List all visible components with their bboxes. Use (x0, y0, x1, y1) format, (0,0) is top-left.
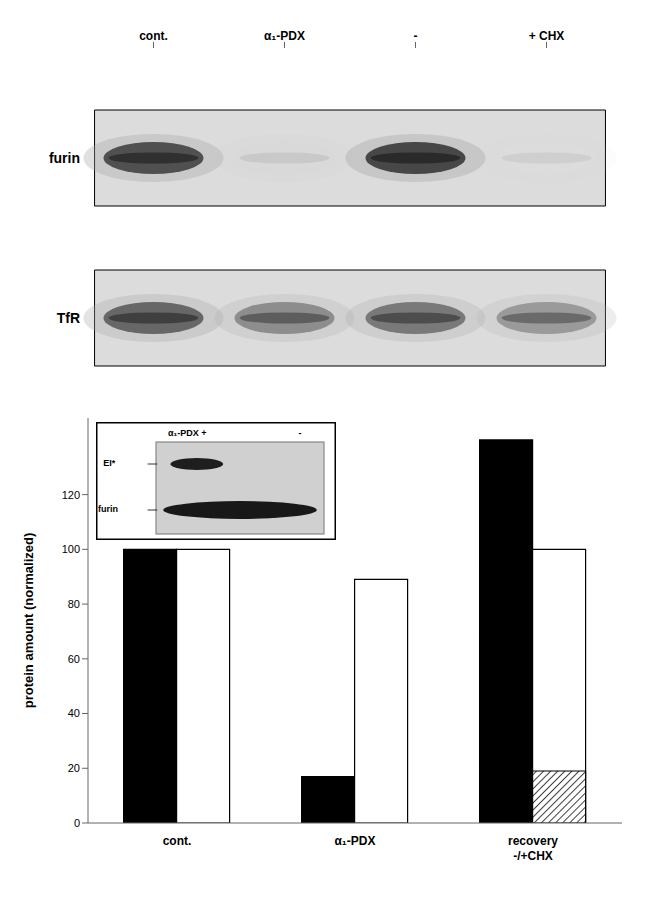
svg-text:α₁-PDX: α₁-PDX (334, 834, 375, 848)
svg-text:80: 80 (68, 598, 80, 610)
svg-text:furin: furin (49, 150, 80, 166)
svg-text:-: - (299, 428, 302, 438)
svg-text:+ CHX: + CHX (529, 29, 565, 43)
svg-text:cont.: cont. (139, 29, 168, 43)
svg-text:recovery-/+CHX: recovery-/+CHX (508, 834, 558, 863)
svg-text:α₁-PDX +: α₁-PDX + (168, 428, 207, 438)
svg-text:protein amount (normalized): protein amount (normalized) (21, 533, 36, 709)
svg-text:-: - (414, 29, 418, 43)
svg-text:100: 100 (62, 543, 80, 555)
svg-text:TfR: TfR (57, 310, 80, 326)
svg-text:cont.: cont. (163, 834, 192, 848)
svg-text:furin: furin (98, 504, 118, 514)
svg-text:EI*: EI* (103, 458, 116, 468)
svg-text:40: 40 (68, 707, 80, 719)
svg-text:20: 20 (68, 762, 80, 774)
svg-text:120: 120 (62, 489, 80, 501)
svg-text:α₁-PDX: α₁-PDX (264, 29, 305, 43)
svg-text:0: 0 (74, 817, 80, 829)
svg-text:60: 60 (68, 653, 80, 665)
